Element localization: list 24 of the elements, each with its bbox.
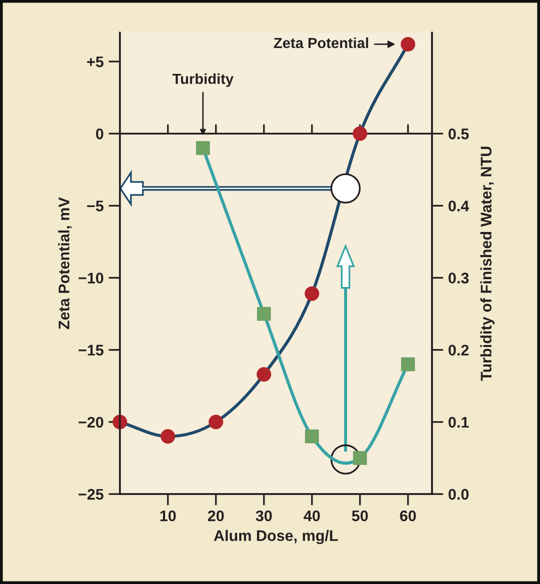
y-tick-label: −25 — [78, 488, 104, 500]
y-tick-label: −20 — [78, 416, 104, 428]
x-tick-label: 60 — [400, 510, 416, 522]
y-tick-label: −10 — [78, 272, 104, 284]
y-tick-label: −15 — [78, 344, 104, 356]
y2-tick-label: 0.0 — [448, 488, 469, 500]
text: Turbidity — [172, 73, 234, 87]
x-tick-label: 40 — [304, 510, 320, 522]
y-tick-label: −5 — [87, 200, 104, 212]
y2-tick-label: 0.3 — [448, 272, 469, 284]
x-tick-label: 10 — [160, 510, 176, 522]
x-axis-title: Alum Dose, mg/L — [214, 530, 338, 544]
x-tick-label: 50 — [352, 510, 368, 522]
y2-tick-label: 0.5 — [448, 128, 469, 140]
y-tick-label: 0 — [96, 128, 104, 140]
y-tick-label: +5 — [87, 56, 104, 68]
y2-axis-title: Turbidity of Finished Water, NTU — [480, 146, 495, 381]
y2-tick-label: 0.1 — [448, 416, 469, 428]
y2-tick-label: 0.4 — [448, 200, 470, 212]
y-axis-title: Zeta Potential, mV — [58, 197, 72, 330]
text: Zeta Potential — [274, 37, 368, 48]
y2-tick-label: 0.2 — [448, 344, 469, 356]
x-tick-label: 20 — [208, 510, 224, 522]
x-tick-label: 30 — [256, 510, 272, 522]
